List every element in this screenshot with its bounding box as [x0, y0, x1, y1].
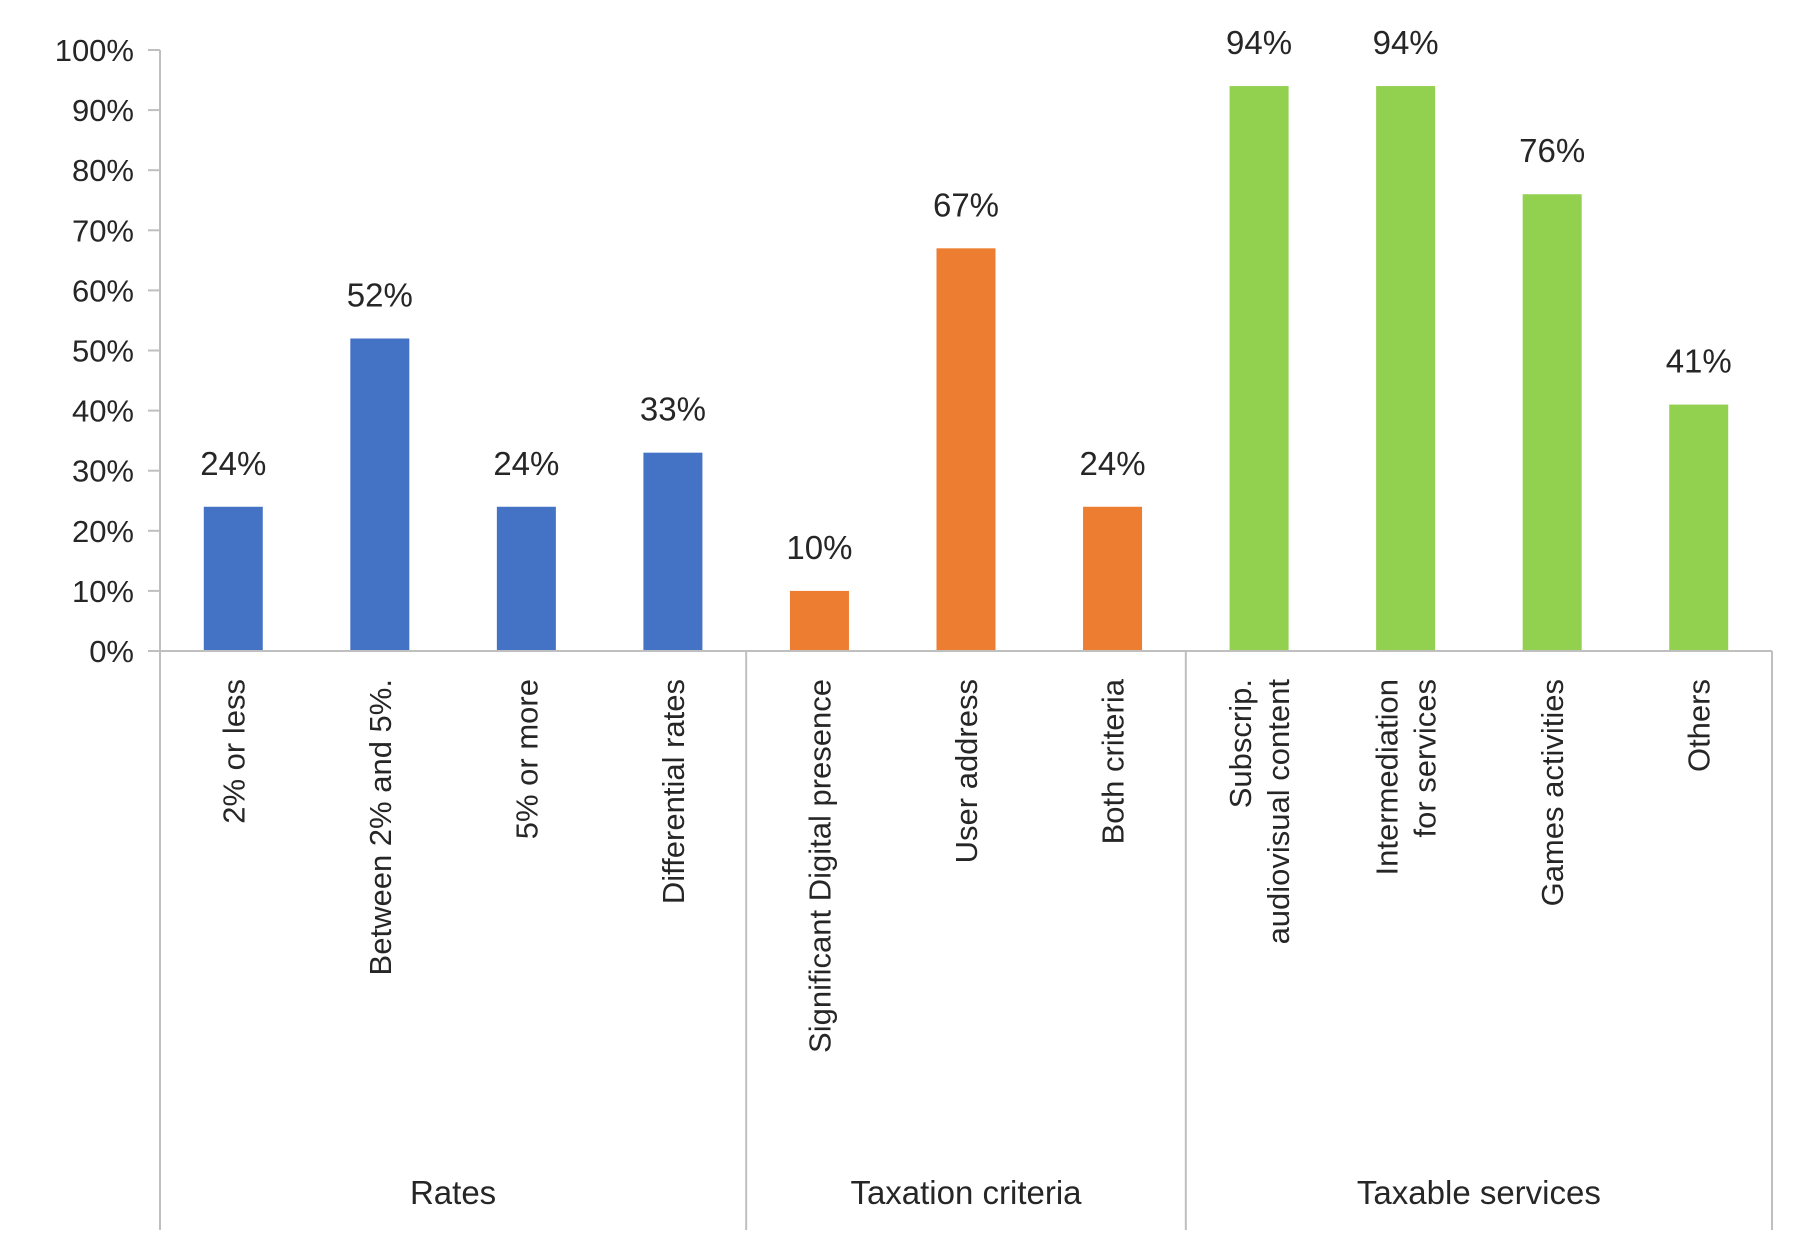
- bars: 24% 52% 24% 33% 10% 67% 24% 94% 94% 76% 41%: [200, 24, 1732, 652]
- bar: [1083, 506, 1143, 651]
- bar-value-label: 10%: [786, 529, 852, 566]
- bar: [1669, 404, 1729, 651]
- category-label: Between 2% and 5%.: [363, 679, 398, 975]
- bar-value-label: 24%: [493, 445, 559, 482]
- y-tick-label: 70%: [72, 213, 134, 248]
- y-tick-label: 0%: [89, 634, 134, 669]
- group-label: Taxation criteria: [850, 1174, 1082, 1211]
- bar: [1376, 86, 1436, 651]
- bar: [936, 248, 996, 651]
- bar-value-label: 67%: [933, 186, 999, 223]
- y-tick-label: 40%: [72, 394, 134, 429]
- bar-value-label: 52%: [347, 276, 413, 313]
- category-label: Significant Digital presence: [802, 679, 837, 1053]
- bar: [350, 338, 410, 651]
- bar: [1229, 86, 1289, 651]
- y-tick-label: 50%: [72, 334, 134, 369]
- y-tick-label: 10%: [72, 574, 134, 609]
- bar-value-label: 94%: [1226, 24, 1292, 61]
- bar-value-label: 24%: [200, 445, 266, 482]
- category-label: Differential rates: [656, 679, 691, 904]
- category-label: Both criteria: [1096, 678, 1131, 844]
- category-label: Intermediation: [1370, 679, 1405, 875]
- category-label: Games activities: [1535, 679, 1570, 906]
- category-label: Others: [1682, 679, 1717, 772]
- bar: [789, 590, 849, 651]
- y-tick-label: 30%: [72, 454, 134, 489]
- y-tick-label: 60%: [72, 273, 134, 308]
- bar: [496, 506, 556, 651]
- category-label: 5% or more: [509, 679, 544, 839]
- bar-value-label: 24%: [1080, 445, 1146, 482]
- bar-value-label: 76%: [1519, 132, 1585, 169]
- bar-value-label: 33%: [640, 391, 706, 428]
- y-tick-label: 90%: [72, 93, 134, 128]
- y-tick-label: 80%: [72, 153, 134, 188]
- bar-value-label: 94%: [1373, 24, 1439, 61]
- group-label: Rates: [410, 1174, 496, 1211]
- y-axis: 0% 10% 20% 30% 40% 50% 60% 70% 80% 90% 100%: [55, 33, 161, 669]
- category-label: Subscrip.: [1223, 679, 1258, 808]
- bar: [1522, 194, 1582, 652]
- category-label: 2% or less: [216, 679, 251, 824]
- y-tick-label: 100%: [55, 33, 134, 68]
- bar-value-label: 41%: [1666, 343, 1732, 380]
- bar: [203, 506, 263, 651]
- group-label: Taxable services: [1357, 1174, 1601, 1211]
- bar: [643, 452, 703, 651]
- category-label: audiovisual content: [1261, 679, 1296, 945]
- category-label: for services: [1408, 679, 1443, 837]
- category-label: User address: [949, 679, 984, 863]
- y-tick-label: 20%: [72, 514, 134, 549]
- x-axis: 2% or less Between 2% and 5%. 5% or more Di…: [159, 650, 1773, 1230]
